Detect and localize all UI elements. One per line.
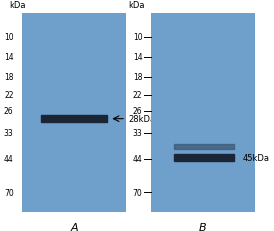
Text: 10: 10: [4, 33, 14, 42]
Text: 26: 26: [4, 107, 14, 116]
Text: kDa: kDa: [9, 1, 26, 10]
Bar: [174, 154, 234, 161]
Text: 45kDa: 45kDa: [242, 153, 269, 162]
Text: 22: 22: [4, 91, 14, 100]
Text: 33: 33: [133, 129, 142, 137]
Text: 14: 14: [133, 53, 142, 62]
Text: 44: 44: [133, 154, 142, 163]
Text: 10: 10: [133, 33, 142, 42]
Text: 70: 70: [4, 188, 14, 197]
Text: 28kDa: 28kDa: [128, 115, 155, 124]
Text: kDa: kDa: [128, 1, 144, 10]
Text: 70: 70: [133, 188, 142, 197]
Text: 14: 14: [4, 53, 14, 62]
Text: 33: 33: [4, 129, 14, 137]
Text: 22: 22: [133, 91, 142, 100]
Text: 18: 18: [4, 73, 14, 82]
Bar: [41, 115, 107, 123]
Bar: [174, 144, 234, 149]
Text: 26: 26: [133, 107, 142, 116]
Text: A: A: [70, 222, 78, 231]
Text: 44: 44: [4, 154, 14, 163]
Text: 18: 18: [133, 73, 142, 82]
Text: B: B: [199, 222, 207, 231]
